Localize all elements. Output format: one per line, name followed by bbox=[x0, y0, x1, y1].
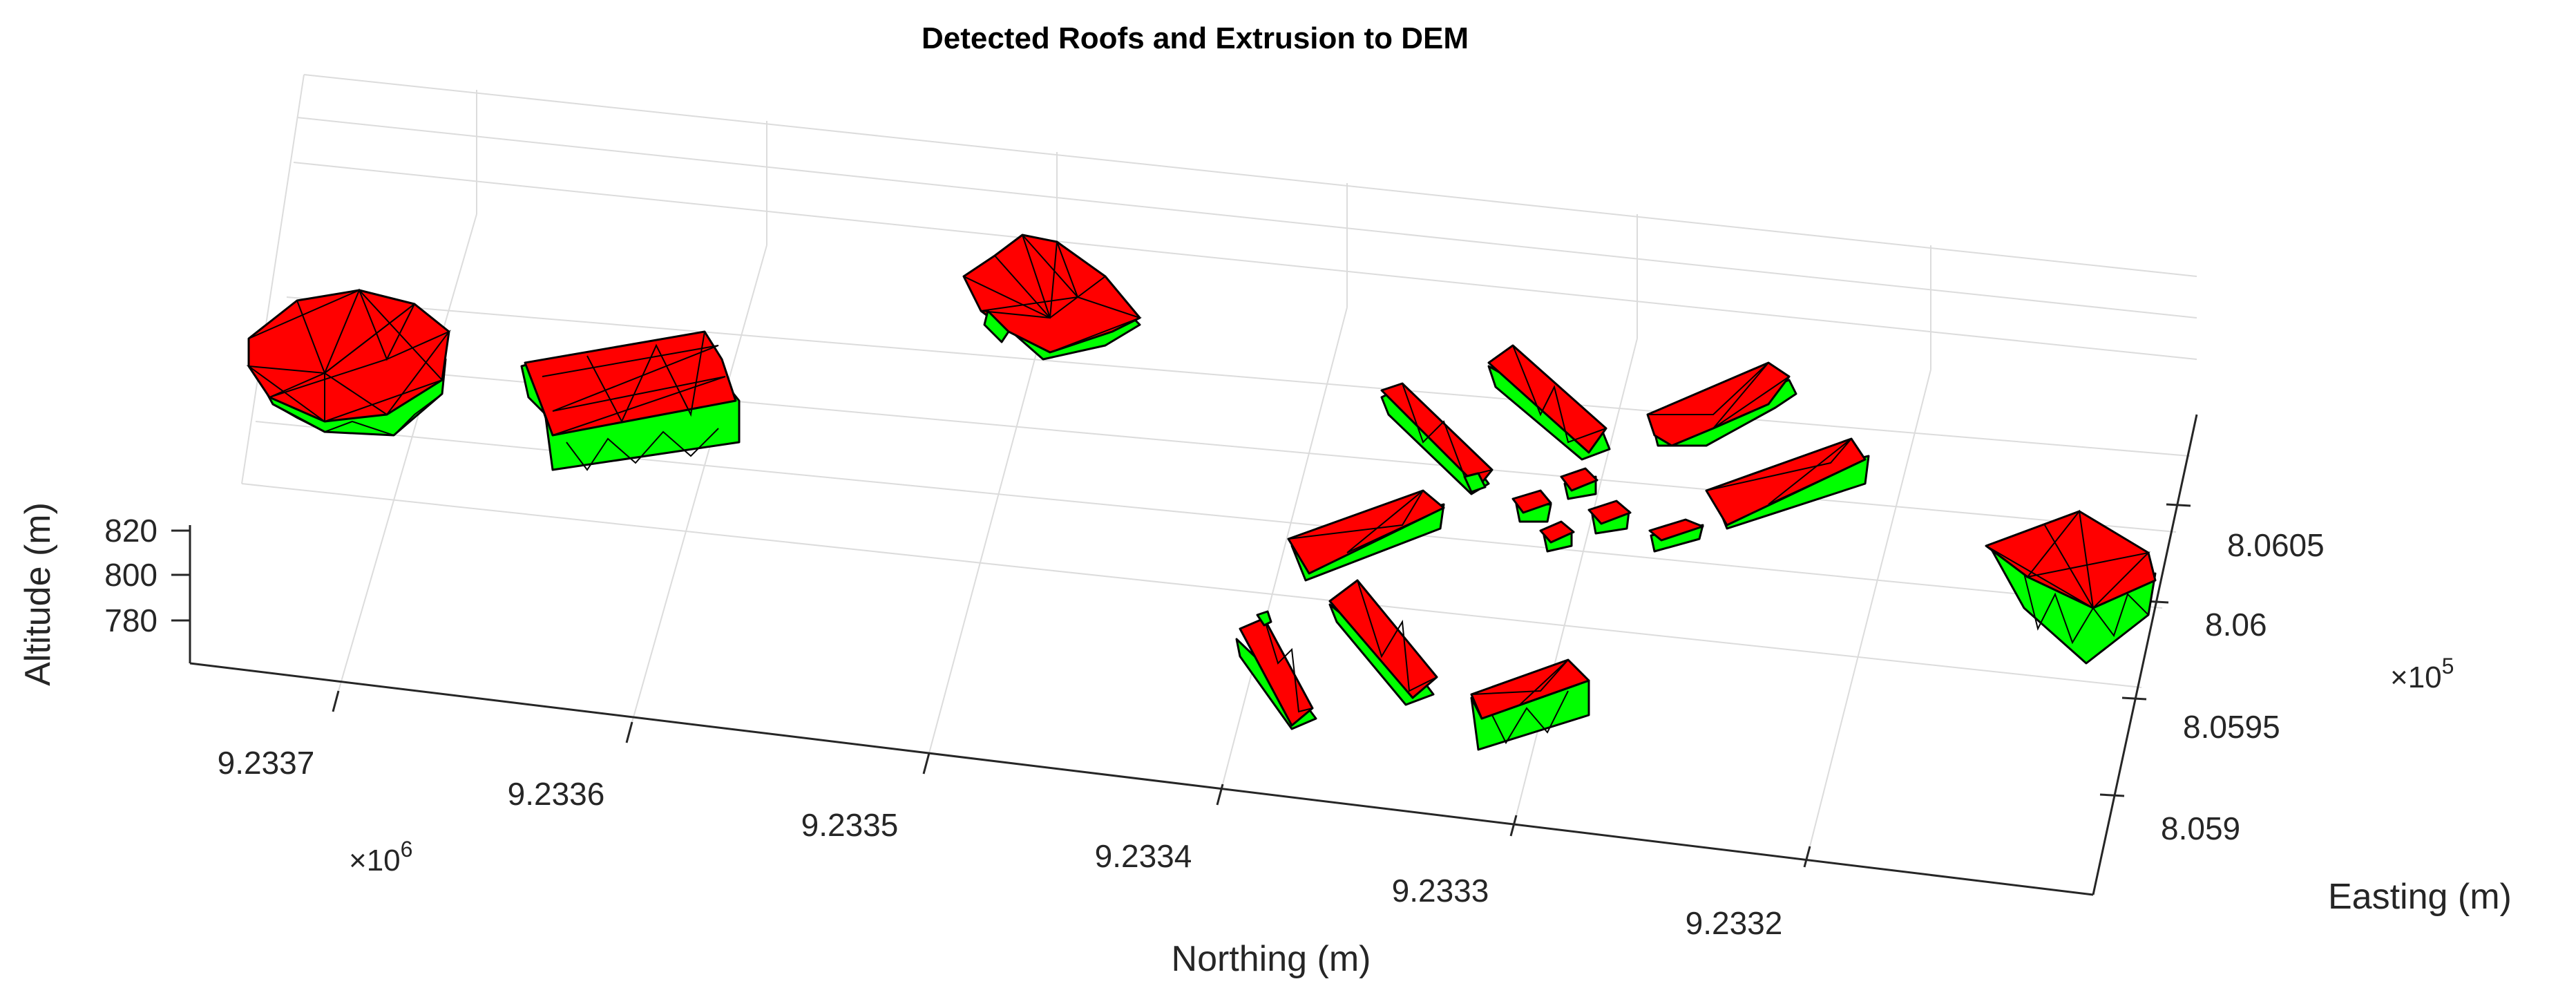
building bbox=[1539, 520, 1575, 553]
building bbox=[1646, 361, 1797, 447]
northing-exponent: ×106 bbox=[349, 837, 412, 877]
building bbox=[1256, 610, 1272, 627]
chart-title: Detected Roofs and Extrusion to DEM bbox=[922, 21, 1469, 55]
northing-tick-label: 9.2334 bbox=[1095, 838, 1192, 874]
easting-tick-label: 8.0605 bbox=[2227, 527, 2325, 563]
building bbox=[1648, 518, 1704, 553]
building bbox=[1328, 579, 1438, 706]
easting-ticks: 8.059 8.0595 8.06 8.0605 ×105 Easting (m… bbox=[2099, 503, 2512, 917]
altitude-tick-label: 800 bbox=[104, 557, 158, 593]
easting-tick-label: 8.0595 bbox=[2183, 709, 2280, 745]
building bbox=[1463, 472, 1487, 493]
axes bbox=[189, 414, 2198, 896]
building bbox=[1511, 489, 1552, 523]
building bbox=[1487, 344, 1611, 461]
building bbox=[1287, 489, 1445, 582]
northing-axis-label: Northing (m) bbox=[1172, 939, 1371, 979]
northing-ticks: 9.2337 9.2336 9.2335 9.2334 9.2333 9.233… bbox=[218, 690, 1811, 979]
building bbox=[1560, 467, 1599, 500]
easting-tick-label: 8.06 bbox=[2205, 607, 2267, 643]
easting-axis-label: Easting (m) bbox=[2328, 877, 2512, 917]
easting-tick-label: 8.059 bbox=[2161, 810, 2240, 846]
altitude-ticks: 780 800 820 Altitude (m) bbox=[18, 502, 190, 686]
building bbox=[520, 330, 741, 471]
building bbox=[1235, 617, 1317, 730]
northing-tick-label: 9.2333 bbox=[1392, 873, 1489, 909]
northing-tick-label: 9.2332 bbox=[1686, 905, 1783, 941]
altitude-tick-label: 780 bbox=[104, 602, 158, 638]
building bbox=[1985, 509, 2157, 665]
easting-exponent: ×105 bbox=[2390, 654, 2454, 694]
building bbox=[1470, 658, 1590, 751]
building bbox=[1587, 500, 1632, 535]
northing-tick-label: 9.2335 bbox=[801, 807, 899, 843]
grid-lines bbox=[241, 74, 2197, 847]
building bbox=[246, 288, 452, 437]
altitude-axis-label: Altitude (m) bbox=[18, 502, 58, 686]
northing-tick-label: 9.2337 bbox=[218, 745, 315, 781]
altitude-tick-label: 820 bbox=[104, 513, 158, 549]
building bbox=[962, 234, 1142, 361]
northing-tick-label: 9.2336 bbox=[508, 776, 605, 812]
building bbox=[1705, 437, 1870, 530]
buildings bbox=[246, 234, 2157, 751]
